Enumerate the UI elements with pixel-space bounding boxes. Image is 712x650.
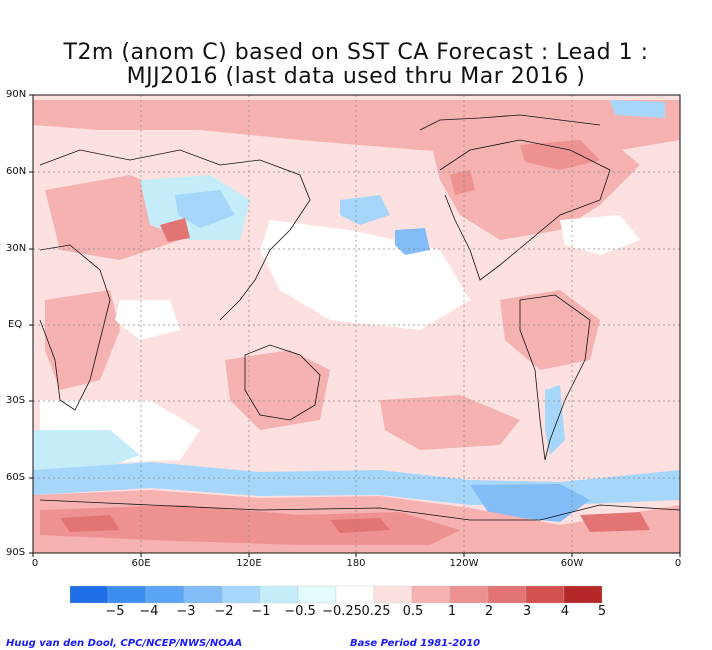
colorbar-label-neg0-5: −0.5 — [284, 604, 316, 619]
colorbar-swatch — [373, 585, 413, 604]
chart-title-line1: T2m (anom C) based on SST CA Forecast : … — [63, 40, 649, 65]
cold-southern-ocean-west — [33, 430, 140, 470]
hot-spot-canada — [520, 140, 600, 170]
colorbar-swatch — [107, 585, 147, 604]
neutral-north-atlantic — [560, 215, 640, 255]
hot-spot-central-asia — [160, 218, 190, 242]
australia-coast — [244, 344, 321, 421]
colorbar-label-4: 4 — [560, 604, 570, 619]
chart-title-line2: MJJ2016 (last data used thru Mar 2016 ) — [126, 64, 586, 89]
lat-label-eq: EQ — [8, 319, 23, 330]
colorbar-swatch — [259, 585, 299, 604]
coastlines — [39, 114, 680, 521]
colorbar-label-neg4: −4 — [139, 604, 159, 619]
lat-label-90n: 90N — [6, 89, 27, 100]
south-america-coast — [519, 294, 591, 461]
colorbar-label-neg0-25: −0.25 — [322, 604, 362, 619]
colorbar-label-neg2: −2 — [214, 604, 234, 619]
lon-label-60w: 60W — [560, 558, 584, 569]
colorbar-swatch — [563, 585, 603, 604]
colorbar-label-0-25: 0.25 — [361, 604, 391, 619]
lon-label-60e: 60E — [131, 558, 151, 569]
colorbar-swatch — [297, 585, 337, 604]
anomaly-field — [33, 95, 680, 553]
antarctica-coast — [39, 499, 680, 521]
lat-label-30s: 30S — [6, 395, 26, 406]
hot-spot-alaska — [450, 170, 475, 195]
warm-australia — [225, 350, 330, 430]
lon-label-120w: 120W — [449, 558, 479, 569]
graticule — [33, 95, 680, 553]
colorbar-label-neg1: −1 — [251, 604, 271, 619]
colorbar-swatch — [69, 585, 109, 604]
cold-north-pacific — [340, 195, 390, 225]
warm-africa — [45, 290, 120, 390]
warmer-antarctica — [40, 505, 460, 545]
colorbar-label-1: 1 — [447, 604, 457, 619]
warm-south-pacific — [380, 395, 520, 450]
colorbar-swatch — [487, 585, 527, 604]
colorbar-label-5: 5 — [597, 604, 607, 619]
cold-northeast-pacific — [395, 228, 430, 255]
lat-label-90s: 90S — [6, 547, 26, 558]
lon-label-0-right: 0 — [674, 558, 682, 569]
colorbar-swatch — [145, 585, 185, 604]
colorbar-swatch — [525, 585, 565, 604]
neutral-indian-ocean — [115, 300, 180, 340]
lon-label-180: 180 — [346, 558, 366, 569]
axis-ticks — [29, 94, 681, 557]
colorbar-swatch — [335, 585, 375, 604]
lat-label-30n: 30N — [6, 243, 27, 254]
cold-core-central-asia — [175, 190, 235, 228]
colorbar-swatch — [411, 585, 451, 604]
lat-label-60n: 60N — [6, 166, 27, 177]
colorbar-label-0-5: 0.5 — [402, 604, 424, 619]
warmest-antarctica-central — [330, 518, 390, 533]
warm-south-america — [500, 290, 600, 370]
north-america-coast — [439, 139, 611, 281]
colorbar-swatch — [221, 585, 261, 604]
credit-base-period: Base Period 1981-2010 — [350, 638, 481, 649]
cold-patagonia — [545, 385, 565, 455]
eurasia-coast — [39, 149, 311, 321]
arctic-coast — [419, 114, 601, 131]
colorbar-swatch — [449, 585, 489, 604]
lon-label-0-left: 0 — [31, 558, 39, 569]
colorbar-label-neg5: −5 — [105, 604, 125, 619]
cold-core-amundsen-sea — [470, 484, 590, 522]
warm-antarctica-east — [580, 512, 650, 532]
colorbar-swatch — [183, 585, 223, 604]
colorbar-label-2: 2 — [484, 604, 494, 619]
cold-arctic-patch — [610, 100, 665, 118]
credit-author: Huug van den Dool, CPC/NCEP/NWS/NOAA — [6, 638, 243, 649]
lat-label-60s: 60S — [6, 472, 26, 483]
colorbar — [69, 585, 603, 604]
warmest-antarctica-west — [60, 515, 120, 532]
lon-label-120e: 120E — [236, 558, 262, 569]
colorbar-label-3: 3 — [522, 604, 532, 619]
colorbar-label-neg3: −3 — [176, 604, 196, 619]
africa-coast — [39, 244, 111, 411]
